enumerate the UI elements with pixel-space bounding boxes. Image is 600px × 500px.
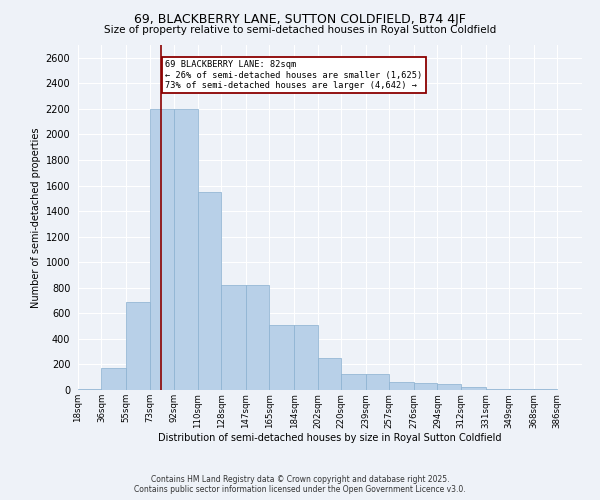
Bar	[366, 374, 389, 390]
Bar	[78, 389, 101, 390]
Bar	[126, 302, 149, 390]
Bar	[437, 384, 461, 390]
Bar	[246, 285, 269, 390]
Y-axis label: Number of semi-detached properties: Number of semi-detached properties	[31, 127, 41, 308]
Bar	[317, 358, 341, 390]
Text: 69 BLACKBERRY LANE: 82sqm
← 26% of semi-detached houses are smaller (1,625)
73% : 69 BLACKBERRY LANE: 82sqm ← 26% of semi-…	[165, 60, 422, 90]
Text: 69, BLACKBERRY LANE, SUTTON COLDFIELD, B74 4JF: 69, BLACKBERRY LANE, SUTTON COLDFIELD, B…	[134, 12, 466, 26]
Bar	[341, 374, 366, 390]
Bar	[149, 109, 175, 390]
Bar	[198, 192, 221, 390]
Text: Size of property relative to semi-detached houses in Royal Sutton Coldfield: Size of property relative to semi-detach…	[104, 25, 496, 35]
Bar	[389, 382, 414, 390]
X-axis label: Distribution of semi-detached houses by size in Royal Sutton Coldfield: Distribution of semi-detached houses by …	[158, 433, 502, 443]
Bar	[269, 325, 294, 390]
Bar	[485, 389, 509, 390]
Bar	[414, 383, 437, 390]
Bar	[221, 285, 246, 390]
Bar	[294, 325, 317, 390]
Bar	[175, 109, 198, 390]
Bar	[461, 387, 485, 390]
Text: Contains HM Land Registry data © Crown copyright and database right 2025.
Contai: Contains HM Land Registry data © Crown c…	[134, 474, 466, 494]
Bar	[101, 368, 126, 390]
